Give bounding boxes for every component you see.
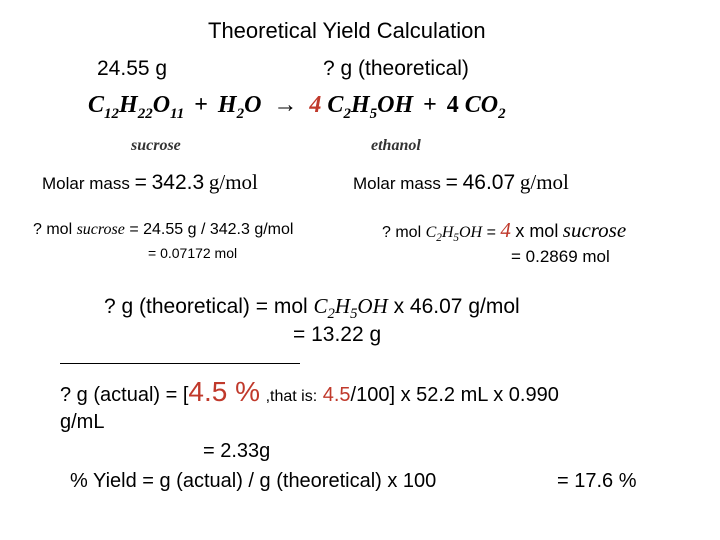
ethanol-label: ethanol — [371, 137, 421, 154]
unknown-mass: ? g (theoretical) — [323, 57, 469, 80]
moles-sucrose-line: ? mol sucrose = 24.55 g / 342.3 g/mol — [33, 221, 294, 238]
co2-formula: CO2 — [464, 92, 506, 122]
ethanol-formula: C2H5OH — [425, 224, 483, 245]
mole-ratio: 4 — [500, 218, 511, 242]
percent-yield-formula: % Yield = g (actual) / g (theoretical) x… — [70, 470, 437, 492]
actual-mass-result: = 2.33g — [203, 440, 271, 462]
ethanol-molar-mass: Molar mass = 46.07 g/mol — [353, 170, 569, 194]
theoretical-mass-line: ? g (theoretical) = mol C2H5OH x 46.07 g… — [104, 294, 520, 323]
ethanol-formula: C2H5OH — [327, 92, 414, 122]
actual-mass-line: ? g (actual) = [4.5 % ,that is: 4.5/100]… — [60, 376, 559, 407]
chemical-equation: C12H22O11 + H2O → 4 C2H5OH + 4 CO2 — [88, 92, 506, 123]
sucrose-formula: C12H22O11 — [88, 92, 185, 122]
page-title: Theoretical Yield Calculation — [208, 18, 486, 43]
co2-coefficient: 4 — [446, 92, 459, 118]
reaction-arrow: → — [273, 92, 298, 118]
plus-sign: + — [423, 92, 437, 118]
theoretical-mass-result: = 13.22 g — [293, 323, 382, 346]
percent-yield-result: = 17.6 % — [557, 470, 637, 492]
moles-sucrose-result: = 0.07172 mol — [148, 245, 238, 261]
moles-ethanol-result: = 0.2869 mol — [511, 247, 610, 266]
plus-sign: + — [194, 92, 208, 118]
given-mass: 24.55 g — [97, 57, 168, 80]
water-formula: H2O — [217, 92, 262, 122]
percent-value: 4.5 % — [188, 376, 261, 407]
actual-mass-unit: g/mL — [60, 411, 105, 433]
ethanol-formula: C2H5OH — [313, 294, 388, 323]
sucrose-label: sucrose — [131, 137, 181, 154]
moles-ethanol-line: ? mol C2H5OH = 4 x mol sucrose — [382, 218, 627, 245]
section-divider — [60, 363, 300, 364]
sucrose-molar-mass: Molar mass = 342.3 g/mol — [42, 170, 258, 194]
ethanol-coefficient: 4 — [309, 92, 322, 118]
